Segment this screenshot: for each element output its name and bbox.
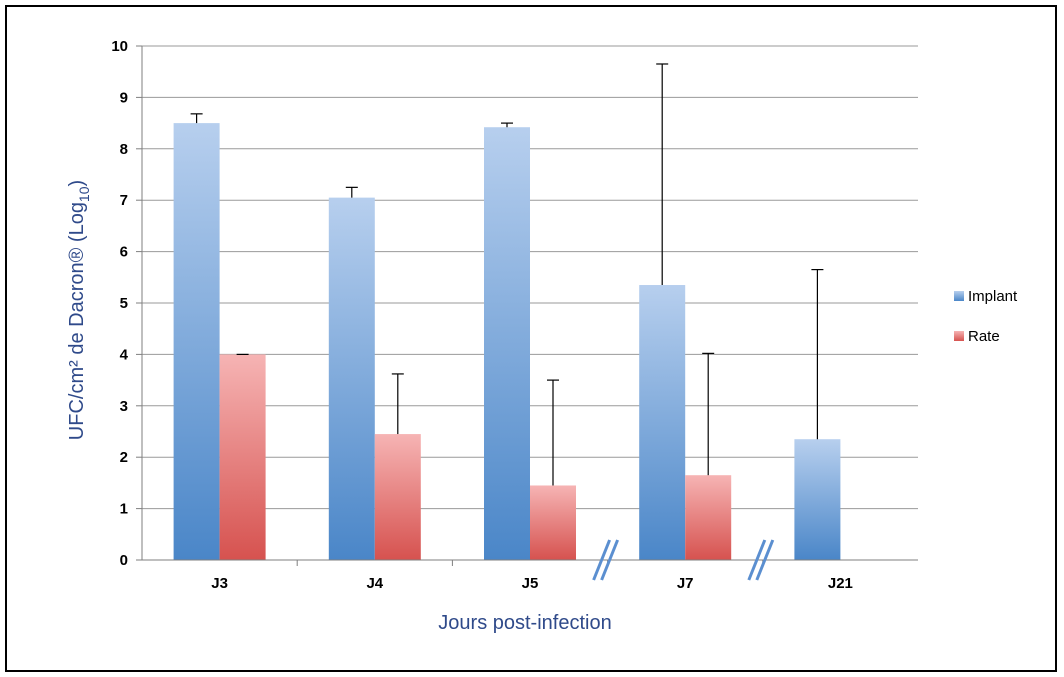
y-tick-label: 5	[120, 295, 128, 312]
x-tick-label: J5	[522, 575, 539, 592]
y-tick-label: 1	[120, 501, 128, 518]
y-tick-label: 6	[120, 244, 128, 261]
y-axis-title-end: )	[66, 180, 88, 187]
y-axis-title-main: UFC/cm² de Dacron® (Log	[66, 202, 88, 440]
x-tick-label: J4	[366, 575, 383, 592]
bar-implant-j5	[484, 127, 530, 560]
bar-rate-j3	[219, 354, 266, 560]
axis-break-mark	[600, 539, 619, 581]
legend: Implant Rate	[954, 288, 1018, 345]
y-axis-title-subscript: 10	[76, 186, 92, 202]
bar-implant-j7	[639, 285, 686, 560]
bar-rate-j7	[685, 475, 732, 560]
x-tick-label: J3	[211, 575, 228, 592]
axis-break-mark	[747, 539, 767, 581]
y-tick-label: 4	[120, 346, 129, 363]
bar-implant-j4	[328, 197, 375, 560]
bars	[173, 123, 887, 561]
legend-swatch-implant	[954, 291, 964, 301]
x-tick-label: J21	[828, 575, 853, 592]
x-tick-label: J7	[677, 575, 694, 592]
y-tick-label: 10	[111, 38, 128, 55]
bar-rate-j4	[374, 434, 421, 560]
error-bars	[190, 63, 824, 486]
y-tick-label: 3	[120, 398, 128, 415]
x-axis-title: Jours post-infection	[438, 612, 611, 634]
legend-swatch-rate	[954, 331, 964, 341]
axis-break-marks	[592, 539, 775, 581]
legend-label-implant: Implant	[968, 288, 1018, 305]
axis-break-mark	[755, 539, 775, 581]
y-axis-title: UFC/cm² de Dacron® (Log10)	[66, 180, 92, 440]
legend-label-rate: Rate	[968, 328, 1000, 345]
y-tick-label: 7	[120, 192, 128, 209]
axis-break-mark	[592, 539, 611, 581]
y-tick-labels: 0 1 2 3 4 5 6 7 8 9 10	[111, 38, 128, 569]
bar-rate-j5	[530, 485, 576, 560]
x-tick-labels: J3 J4 J5 J7 J21	[211, 575, 853, 592]
y-tick-label: 9	[120, 89, 128, 106]
y-tick-label: 2	[120, 449, 128, 466]
y-tick-label: 8	[120, 141, 128, 158]
bar-implant-j21	[794, 439, 841, 560]
bar-implant-j3	[173, 123, 220, 560]
y-tick-label: 0	[120, 552, 128, 569]
